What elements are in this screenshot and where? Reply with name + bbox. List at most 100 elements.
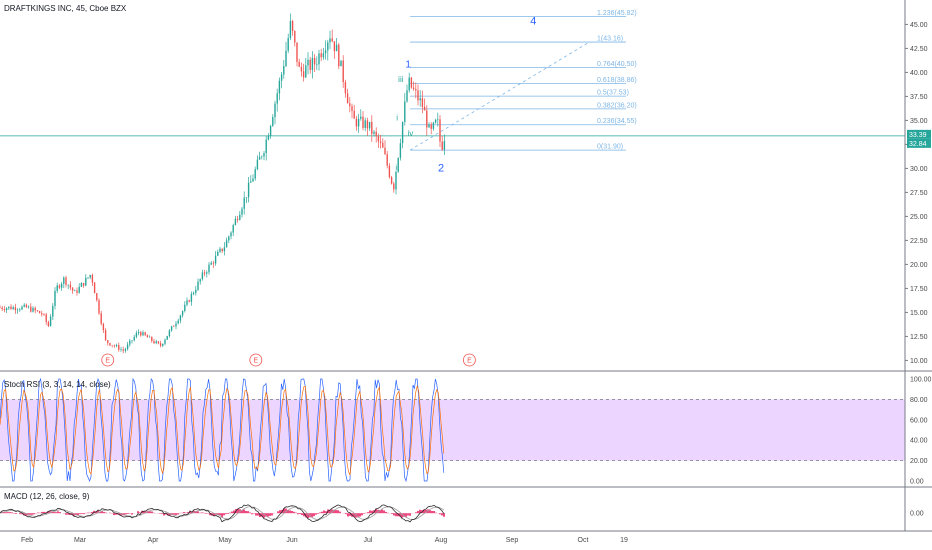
candle-body: [430, 124, 432, 129]
candle-body: [41, 313, 43, 315]
candle-body: [267, 135, 270, 140]
macd-tick-label: 0.00: [910, 511, 924, 518]
macd-histogram-bar: [103, 511, 105, 514]
candle-body: [93, 282, 96, 294]
candle-body: [80, 283, 83, 287]
macd-histogram-bar: [367, 512, 369, 514]
candle-body: [228, 236, 230, 241]
macd-histogram-bar: [217, 513, 219, 515]
macd-histogram-bar: [5, 512, 7, 514]
macd-histogram-bar: [435, 512, 437, 514]
candle-body: [364, 120, 366, 128]
candle-body: [232, 224, 234, 233]
candle-body: [324, 50, 327, 54]
macd-histogram-bar: [227, 513, 229, 514]
macd-histogram-bar: [183, 512, 185, 514]
candle-body: [265, 139, 267, 154]
macd-histogram-bar: [441, 513, 443, 516]
macd-histogram-bar: [101, 510, 103, 514]
candle-body: [254, 169, 256, 179]
current-price-tag: [907, 129, 931, 139]
candle-body: [60, 283, 63, 288]
macd-histogram-bar: [371, 510, 373, 514]
candle-body: [439, 119, 441, 142]
macd-histogram-bar: [173, 513, 175, 515]
macd-histogram-bar: [397, 513, 399, 517]
candle-body: [155, 341, 157, 344]
candle-body: [82, 283, 85, 286]
earnings-marker: [249, 353, 263, 367]
candle-body: [126, 344, 129, 350]
macd-histogram-bar: [57, 511, 59, 514]
macd-histogram-bar: [269, 513, 271, 516]
candle-body: [421, 98, 424, 107]
candle-body: [212, 262, 215, 264]
candle-body: [177, 320, 179, 324]
candle-body: [45, 314, 47, 323]
macd-histogram-bar: [363, 513, 365, 514]
macd-histogram-bar: [419, 509, 421, 514]
candle-body: [230, 232, 232, 237]
candle-body: [47, 322, 50, 327]
wave-label: 4: [530, 15, 536, 27]
candle-body: [107, 340, 109, 344]
candle-body: [67, 284, 69, 286]
macd-histogram-bar: [393, 513, 395, 516]
candle-body: [331, 38, 333, 42]
candle-body: [423, 106, 426, 111]
candle-body: [322, 53, 325, 58]
candle-body: [307, 59, 309, 66]
macd-histogram-bar: [369, 510, 371, 514]
candle-body: [382, 142, 384, 148]
candle-body: [335, 44, 338, 52]
candle-body: [386, 154, 388, 166]
macd-histogram-bar: [347, 513, 349, 517]
macd-histogram-bar: [213, 513, 215, 516]
macd-histogram-bar: [109, 512, 111, 514]
macd-signal-line: [0, 506, 445, 520]
macd-histogram-bar: [25, 513, 27, 516]
macd-histogram-bar: [403, 513, 405, 517]
macd-histogram-bar: [11, 512, 13, 514]
time-tick-label: Oct: [578, 537, 589, 544]
earnings-marker: [462, 353, 476, 367]
macd-histogram-bar: [267, 513, 269, 517]
time-axis: Feb Mar Apr May Jun Jul Aug Sep Oct 19: [21, 537, 628, 544]
stoch-rsi-pane[interactable]: 100.00 80.00 60.00 40.00 20.00 0.00: [0, 377, 932, 486]
candle-body: [320, 53, 322, 58]
price-pane[interactable]: 45.0042.5040.0037.5035.0032.5030.0027.50…: [0, 10, 931, 367]
wave-label: 2: [438, 162, 444, 174]
candle-body: [3, 309, 6, 311]
candle-body: [135, 333, 138, 337]
candle-body: [318, 53, 320, 65]
stoch-tick-label: 100.00: [910, 377, 932, 384]
stoch-k-line: [0, 377, 445, 483]
candle-body: [368, 121, 371, 129]
macd-histogram-bar: [197, 511, 199, 514]
time-tick-label: Feb: [21, 537, 33, 544]
candle-body: [243, 197, 245, 209]
candle-body: [131, 340, 133, 341]
candle-body: [175, 323, 177, 327]
candle-body: [313, 57, 316, 65]
macd-histogram-bar: [19, 513, 21, 515]
macd-histogram-bar: [317, 513, 319, 514]
candle-body: [1, 307, 3, 310]
candle-body: [12, 307, 14, 310]
macd-line: [0, 504, 445, 523]
price-tick-label: 12.50: [910, 334, 928, 341]
candle-body: [357, 118, 360, 127]
candle-body: [16, 309, 19, 311]
macd-histogram-bar: [299, 513, 301, 515]
macd-histogram-bar: [201, 512, 203, 514]
candle-body: [283, 66, 285, 75]
time-tick-label: 19: [620, 537, 628, 544]
candle-body: [272, 117, 274, 126]
candle-body: [393, 183, 395, 190]
macd-histogram-bar: [381, 509, 383, 514]
candle-body: [419, 98, 421, 101]
macd-histogram-bar: [323, 510, 325, 514]
candle-body: [349, 103, 351, 107]
macd-pane[interactable]: 0.00: [0, 504, 924, 523]
